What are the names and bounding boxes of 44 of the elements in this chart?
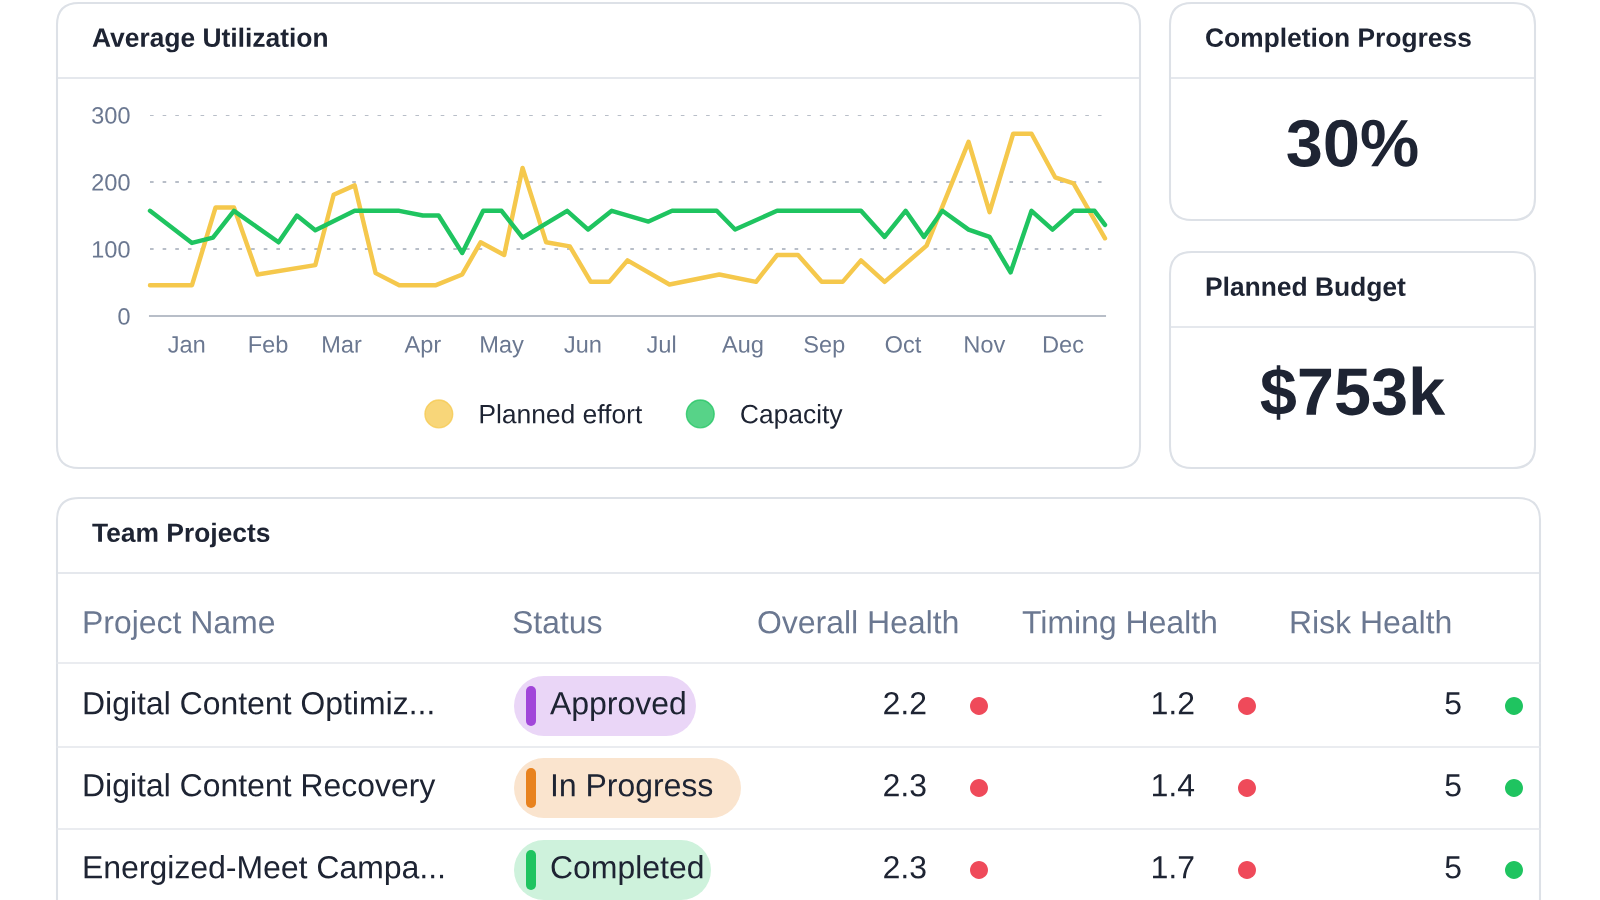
x-tick-label: Feb — [249, 335, 288, 353]
text: Digital Content Optimiz... — [84, 691, 433, 721]
text: Team Projects — [92, 522, 270, 548]
chart-title: Average Utilization — [92, 27, 327, 53]
legend-label: Planned effort — [480, 404, 643, 424]
x-tick-label: Aug — [721, 336, 763, 358]
text: 5 — [1445, 692, 1461, 715]
x-tick-label: Nov — [965, 336, 1006, 353]
text: Completion Progress — [1206, 27, 1471, 53]
text: $753k — [1260, 365, 1446, 420]
text: Completed — [551, 855, 703, 885]
category-label: Status — [513, 610, 602, 634]
x-tick-label: Sep — [804, 336, 845, 358]
y-tick-label: 200 — [92, 174, 130, 191]
y-tick-label: 300 — [92, 107, 130, 124]
x-tick-label: Apr — [404, 336, 441, 358]
text: 2.3 — [884, 773, 926, 797]
category-label: Timing Health — [1022, 610, 1216, 640]
text: 5 — [1445, 774, 1461, 797]
text: 1.7 — [1153, 856, 1194, 879]
legend-label: Capacity — [741, 404, 843, 429]
x-tick-label: Dec — [1043, 336, 1084, 353]
y-tick-label: 100 — [92, 241, 130, 258]
x-tick-label: Oct — [885, 336, 922, 353]
x-tick-label: Mar — [323, 336, 362, 353]
category-label: Risk Health — [1291, 610, 1451, 634]
text: In Progress — [552, 774, 713, 803]
text: 1.2 — [1153, 691, 1194, 715]
x-tick-label: Jul — [646, 335, 676, 353]
text: 30% — [1287, 119, 1418, 167]
text: 2.2 — [884, 691, 926, 715]
text: Digital Content Recovery — [84, 773, 436, 803]
text: 1.4 — [1153, 774, 1195, 797]
text: 5 — [1445, 856, 1461, 879]
category-label: Project Name — [84, 610, 275, 640]
text: Planned Budget — [1206, 276, 1406, 302]
x-tick-label: Jan — [168, 336, 205, 353]
x-tick-label: Jun — [564, 336, 601, 353]
x-tick-label: May — [481, 336, 524, 358]
text: Energized-Meet Campa... — [84, 855, 444, 885]
y-tick-label: 0 — [118, 308, 130, 325]
text: 2.3 — [884, 855, 926, 879]
category-label: Overall Health — [758, 610, 958, 634]
text: Approved — [550, 691, 685, 721]
